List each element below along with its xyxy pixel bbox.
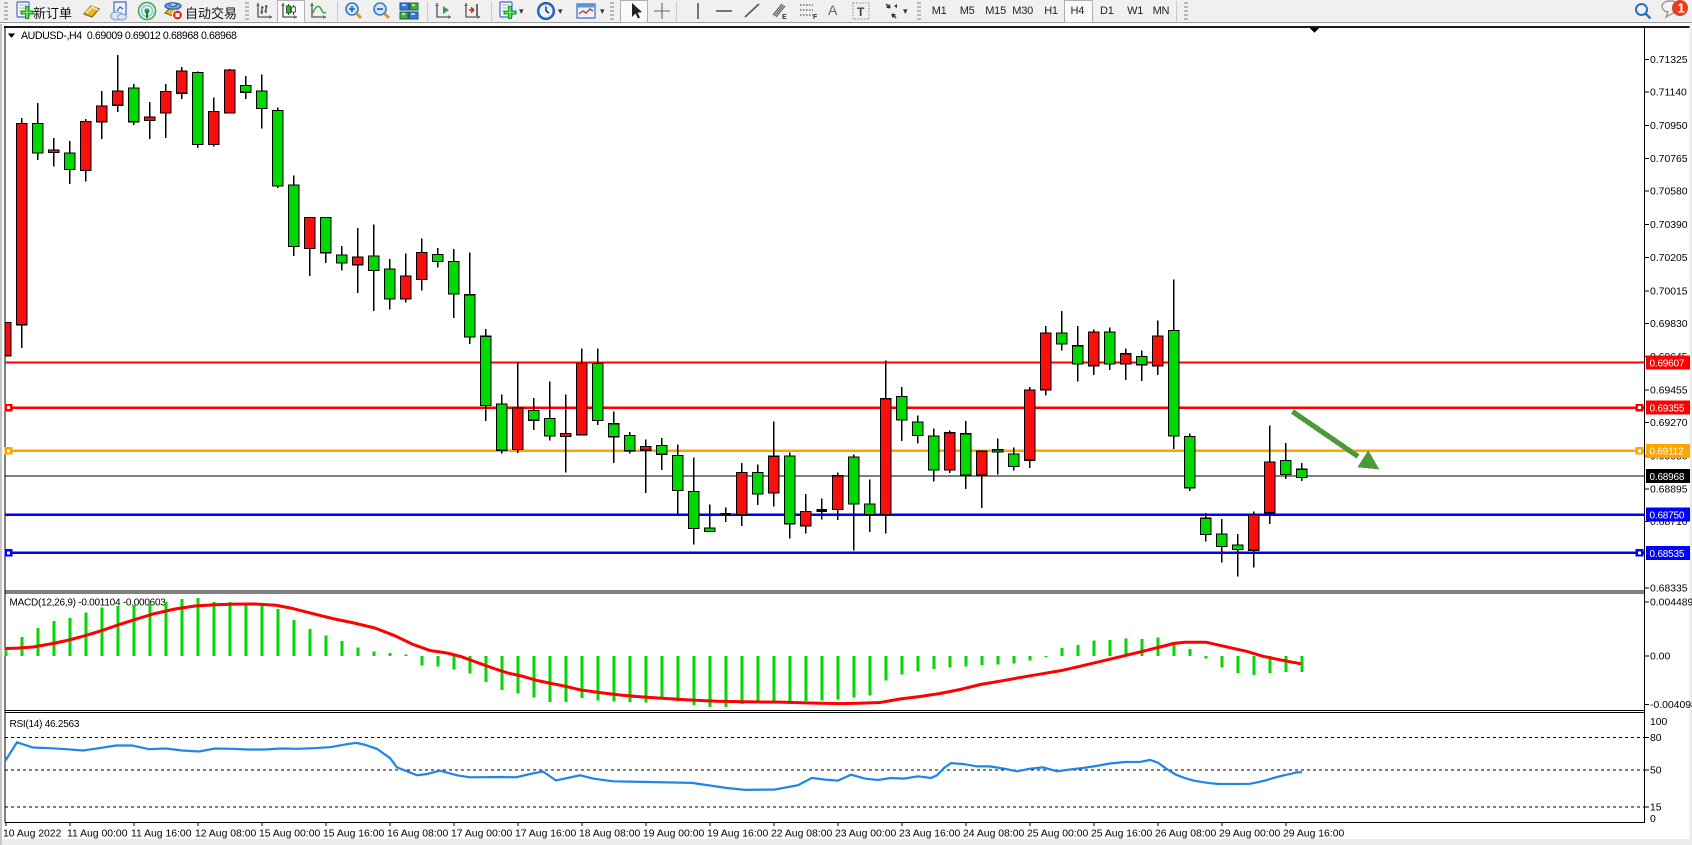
svg-text:29 Aug 16:00: 29 Aug 16:00 bbox=[1283, 829, 1344, 840]
svg-text:RSI(14) 46.2563: RSI(14) 46.2563 bbox=[10, 719, 80, 730]
svg-text:15 Aug 00:00: 15 Aug 00:00 bbox=[259, 829, 320, 840]
svg-text:0.68710: 0.68710 bbox=[1650, 517, 1688, 528]
svg-text:0.69112: 0.69112 bbox=[1650, 447, 1685, 458]
svg-text:0.68968: 0.68968 bbox=[1650, 472, 1685, 483]
svg-text:11 Aug 00:00: 11 Aug 00:00 bbox=[67, 829, 128, 840]
svg-text:AUDUSD-,H4 0.69009 0.69012 0.: AUDUSD-,H4 0.69009 0.69012 0.68968 0.689… bbox=[21, 30, 237, 42]
svg-text:24 Aug 08:00: 24 Aug 08:00 bbox=[963, 829, 1024, 840]
svg-text:0.69270: 0.69270 bbox=[1650, 418, 1688, 429]
svg-text:0.68335: 0.68335 bbox=[1650, 583, 1688, 594]
svg-text:50: 50 bbox=[1650, 765, 1662, 776]
svg-text:0.70205: 0.70205 bbox=[1650, 253, 1688, 264]
svg-text:0: 0 bbox=[1650, 814, 1656, 825]
svg-text:T: T bbox=[857, 5, 865, 19]
svg-text:0.69455: 0.69455 bbox=[1650, 385, 1688, 396]
svg-text:0.71140: 0.71140 bbox=[1650, 88, 1687, 99]
svg-text:0.71325: 0.71325 bbox=[1650, 55, 1688, 66]
svg-text:0.69830: 0.69830 bbox=[1650, 319, 1688, 330]
svg-text:22 Aug 08:00: 22 Aug 08:00 bbox=[771, 829, 832, 840]
svg-text:29 Aug 00:00: 29 Aug 00:00 bbox=[1219, 829, 1280, 840]
svg-text:23 Aug 16:00: 23 Aug 16:00 bbox=[899, 829, 960, 840]
svg-text:15: 15 bbox=[1650, 802, 1662, 813]
svg-text:0.68535: 0.68535 bbox=[1650, 549, 1685, 560]
svg-text:F: F bbox=[813, 14, 818, 21]
svg-text:0.69355: 0.69355 bbox=[1650, 404, 1685, 415]
svg-text:15 Aug 16:00: 15 Aug 16:00 bbox=[323, 829, 384, 840]
svg-text:17 Aug 16:00: 17 Aug 16:00 bbox=[515, 829, 576, 840]
svg-text:10 Aug 2022: 10 Aug 2022 bbox=[3, 829, 62, 840]
svg-text:0.70390: 0.70390 bbox=[1650, 220, 1688, 231]
svg-text:1: 1 bbox=[1678, 1, 1685, 16]
svg-text:0.70015: 0.70015 bbox=[1650, 286, 1688, 297]
svg-text:-0.004098: -0.004098 bbox=[1650, 700, 1692, 711]
svg-text:0.70580: 0.70580 bbox=[1650, 187, 1688, 198]
svg-text:MACD(12,26,9) -0.001104 -0.000: MACD(12,26,9) -0.001104 -0.000603 bbox=[10, 598, 167, 609]
svg-text:19 Aug 16:00: 19 Aug 16:00 bbox=[707, 829, 768, 840]
svg-text:0.68895: 0.68895 bbox=[1650, 484, 1688, 495]
svg-text:19 Aug 00:00: 19 Aug 00:00 bbox=[643, 829, 704, 840]
svg-text:23 Aug 00:00: 23 Aug 00:00 bbox=[835, 829, 896, 840]
svg-text:E: E bbox=[782, 14, 787, 21]
svg-text:11 Aug 16:00: 11 Aug 16:00 bbox=[131, 829, 192, 840]
svg-text:0.70950: 0.70950 bbox=[1650, 121, 1688, 132]
svg-text:17 Aug 00:00: 17 Aug 00:00 bbox=[451, 829, 512, 840]
svg-text:0.00: 0.00 bbox=[1650, 652, 1670, 663]
svg-text:0.70765: 0.70765 bbox=[1650, 154, 1688, 165]
svg-text:100: 100 bbox=[1650, 717, 1668, 728]
svg-text:80: 80 bbox=[1650, 733, 1662, 744]
svg-text:26 Aug 08:00: 26 Aug 08:00 bbox=[1155, 829, 1216, 840]
svg-text:16 Aug 08:00: 16 Aug 08:00 bbox=[387, 829, 448, 840]
svg-text:25 Aug 16:00: 25 Aug 16:00 bbox=[1091, 829, 1152, 840]
svg-text:0.68750: 0.68750 bbox=[1650, 511, 1685, 522]
svg-text:12 Aug 08:00: 12 Aug 08:00 bbox=[195, 829, 256, 840]
svg-text:0.004489: 0.004489 bbox=[1650, 598, 1692, 609]
svg-text:0.69607: 0.69607 bbox=[1650, 358, 1685, 369]
svg-text:25 Aug 00:00: 25 Aug 00:00 bbox=[1027, 829, 1088, 840]
svg-text:18 Aug 08:00: 18 Aug 08:00 bbox=[579, 829, 640, 840]
